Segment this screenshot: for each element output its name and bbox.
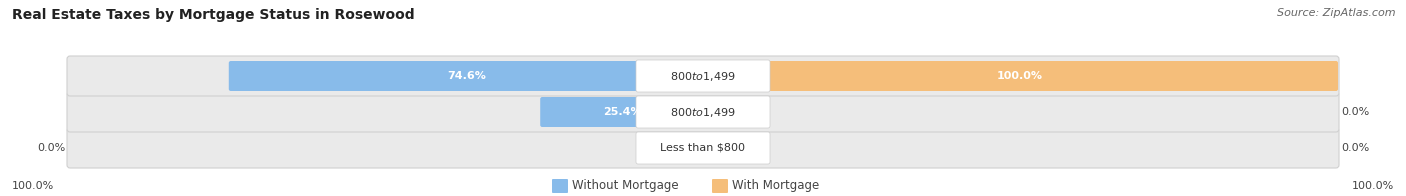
Text: Real Estate Taxes by Mortgage Status in Rosewood: Real Estate Taxes by Mortgage Status in … <box>13 8 415 22</box>
FancyBboxPatch shape <box>636 132 770 164</box>
FancyBboxPatch shape <box>702 98 709 126</box>
Text: $800 to $1,499: $800 to $1,499 <box>671 70 735 83</box>
Text: 74.6%: 74.6% <box>447 71 486 81</box>
Text: Less than $800: Less than $800 <box>661 143 745 153</box>
Text: 0.0%: 0.0% <box>1341 143 1369 153</box>
Text: Without Mortgage: Without Mortgage <box>572 180 679 192</box>
FancyBboxPatch shape <box>636 60 770 92</box>
FancyBboxPatch shape <box>229 61 704 91</box>
Text: Source: ZipAtlas.com: Source: ZipAtlas.com <box>1278 8 1396 18</box>
FancyBboxPatch shape <box>697 134 704 162</box>
FancyBboxPatch shape <box>67 92 1339 132</box>
FancyBboxPatch shape <box>67 56 1339 96</box>
Text: 100.0%: 100.0% <box>997 71 1042 81</box>
FancyBboxPatch shape <box>711 179 728 193</box>
Text: 25.4%: 25.4% <box>603 107 643 117</box>
Text: 100.0%: 100.0% <box>13 181 55 191</box>
FancyBboxPatch shape <box>702 134 709 162</box>
Text: $800 to $1,499: $800 to $1,499 <box>671 105 735 119</box>
FancyBboxPatch shape <box>702 61 1339 91</box>
FancyBboxPatch shape <box>553 179 568 193</box>
Text: 0.0%: 0.0% <box>1341 107 1369 117</box>
FancyBboxPatch shape <box>540 97 704 127</box>
Text: With Mortgage: With Mortgage <box>733 180 820 192</box>
Text: 100.0%: 100.0% <box>1351 181 1393 191</box>
FancyBboxPatch shape <box>636 96 770 128</box>
Text: 0.0%: 0.0% <box>37 143 65 153</box>
FancyBboxPatch shape <box>67 128 1339 168</box>
